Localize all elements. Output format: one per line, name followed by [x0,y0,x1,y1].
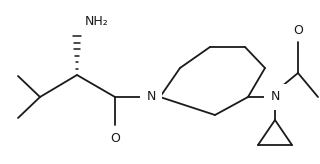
Text: O: O [293,24,303,37]
Text: N: N [147,91,156,103]
Text: N: N [270,91,280,103]
Text: O: O [110,132,120,145]
Text: NH₂: NH₂ [85,15,109,28]
